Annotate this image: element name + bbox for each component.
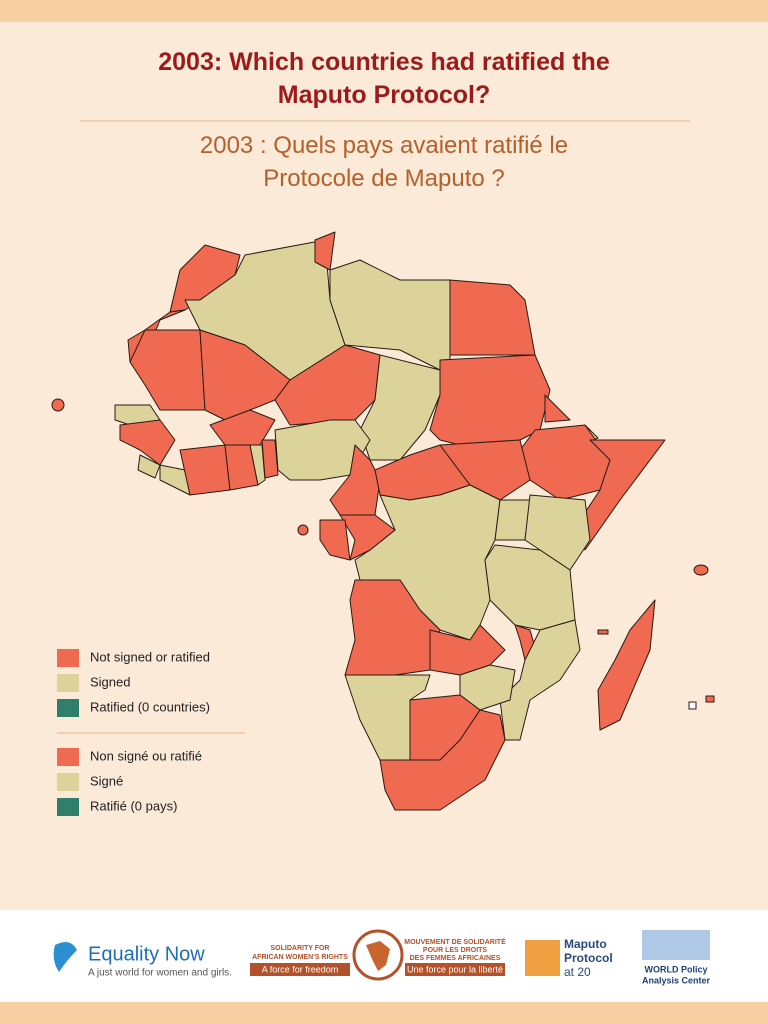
country (297, 524, 309, 536)
country (693, 564, 709, 576)
equality-now-name: Equality Now (88, 943, 205, 965)
soawr-fr-line: DES FEMMES AFRICAINES (410, 955, 501, 962)
wpac-icon (642, 930, 710, 960)
country (51, 398, 65, 412)
equality-now-tagline: A just world for women and girls. (88, 968, 232, 979)
legend: Not signed or ratified Signed Ratified (… (57, 649, 245, 816)
country (494, 499, 531, 541)
country (705, 695, 715, 703)
country (209, 409, 276, 446)
soawr-emblem-africa (366, 941, 390, 971)
soawr-fr-line: MOUVEMENT DE SOLIDARITÉ (404, 937, 506, 946)
bottom-pattern (0, 1002, 768, 1024)
country (129, 329, 206, 411)
soawr-tagline: A force for freedom (262, 964, 339, 974)
soawr-line: SOLIDARITY FOR (271, 945, 330, 952)
soawr-fr-banner (405, 963, 505, 976)
title-line-1: 2003: Which countries had ratified the (158, 48, 610, 76)
legend-swatch (57, 773, 79, 791)
wpac-text: Analysis Center (642, 975, 711, 985)
country (137, 454, 161, 479)
legend-label: Non signé ou ratifié (90, 748, 202, 763)
mp20-icon (525, 940, 560, 976)
wpac-text: WORLD Policy (644, 964, 707, 974)
legend-swatch (57, 649, 79, 667)
title-line-2: Maputo Protocol? (278, 81, 490, 109)
legend-label: Not signed or ratified (90, 649, 210, 664)
legend-label: Signé (90, 773, 123, 788)
soawr-fr-tagline: Une force pour la liberté (407, 964, 503, 974)
subtitle-line-1: 2003 : Quels pays avaient ratifié le (200, 132, 568, 159)
mp20-text: Protocol (564, 951, 613, 965)
country (339, 514, 396, 561)
country (344, 579, 441, 676)
country (249, 444, 266, 486)
country (439, 439, 531, 501)
equality-now-icon (53, 941, 77, 972)
country (274, 344, 381, 426)
country (429, 624, 506, 676)
legend-swatch (57, 674, 79, 692)
legend-swatch (57, 748, 79, 766)
country (449, 279, 536, 356)
legend-label: Signed (90, 674, 130, 689)
country (319, 519, 351, 561)
legend-swatch (57, 699, 79, 717)
country (379, 709, 506, 811)
legend-swatch (57, 798, 79, 816)
legend-label: Ratifié (0 pays) (90, 798, 177, 813)
top-pattern (0, 0, 768, 22)
country (261, 439, 279, 479)
soawr-fr-line: POUR LES DROITS (423, 947, 488, 954)
legend-label: Ratified (0 countries) (90, 699, 210, 714)
africa-map (51, 231, 715, 811)
mp20-text: Maputo (564, 937, 607, 951)
country (597, 629, 609, 635)
mp20-text: at 20 (564, 965, 591, 979)
soawr-line: AFRICAN WOMEN'S RIGHTS (252, 954, 348, 961)
country (199, 329, 291, 421)
country (544, 394, 571, 423)
country (499, 619, 581, 741)
subtitle-line-2: Protocole de Maputo ? (263, 165, 505, 192)
footer-logos: Equality Now A just world for women and … (53, 929, 711, 985)
country (597, 599, 656, 731)
soawr-banner (250, 963, 350, 976)
